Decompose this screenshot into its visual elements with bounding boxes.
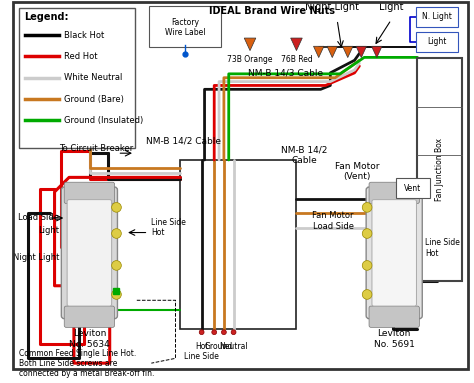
Polygon shape [356, 46, 366, 57]
Text: Ground: Ground [205, 342, 233, 351]
Polygon shape [372, 46, 382, 57]
Text: Line Side
Hot: Line Side Hot [151, 218, 186, 237]
Text: Leviton
No. 5691: Leviton No. 5691 [374, 329, 415, 349]
Polygon shape [343, 46, 353, 57]
Text: Black Hot: Black Hot [64, 31, 104, 39]
Circle shape [199, 330, 204, 335]
Text: Legend:: Legend: [25, 11, 69, 22]
Text: Red Hot: Red Hot [64, 52, 98, 61]
Text: Light: Light [427, 38, 447, 46]
FancyBboxPatch shape [64, 306, 115, 327]
Text: Line Side
Hot: Line Side Hot [425, 238, 460, 258]
Text: Hot
Line Side: Hot Line Side [184, 342, 219, 361]
Polygon shape [244, 38, 256, 51]
FancyBboxPatch shape [372, 200, 417, 306]
FancyBboxPatch shape [369, 182, 419, 203]
Text: Factory
Wire Label: Factory Wire Label [165, 18, 205, 37]
Circle shape [221, 330, 226, 335]
Circle shape [112, 203, 121, 212]
Text: Leviton
No. 5634: Leviton No. 5634 [69, 329, 110, 349]
Text: White Neutral: White Neutral [64, 73, 123, 82]
Text: Vent: Vent [404, 183, 421, 193]
Text: IDEAL Brand Wire Nuts: IDEAL Brand Wire Nuts [210, 6, 335, 16]
Text: Common Feed Single Line Hot.
Both Line Side screws are
connected by a metal Brea: Common Feed Single Line Hot. Both Line S… [19, 349, 154, 378]
FancyBboxPatch shape [149, 6, 221, 47]
Text: 73B Orange: 73B Orange [227, 55, 273, 64]
Text: Ground (Insulated): Ground (Insulated) [64, 116, 144, 125]
Text: Load Side: Load Side [18, 213, 59, 221]
Text: NM-B 14/2 Cable: NM-B 14/2 Cable [146, 136, 221, 146]
Circle shape [362, 290, 372, 299]
FancyBboxPatch shape [61, 187, 118, 319]
Text: Fan Motor
Load Side: Fan Motor Load Side [312, 211, 354, 231]
Text: Neutral: Neutral [219, 342, 248, 351]
Circle shape [112, 229, 121, 238]
FancyBboxPatch shape [396, 178, 429, 198]
Text: Fan Junction Box: Fan Junction Box [435, 138, 444, 201]
Bar [418, 58, 462, 281]
FancyBboxPatch shape [416, 7, 457, 27]
Text: Night Light: Night Light [305, 2, 359, 12]
Circle shape [362, 203, 372, 212]
Text: Night Light: Night Light [13, 253, 59, 262]
Text: Light: Light [379, 2, 403, 12]
Polygon shape [313, 46, 324, 57]
Circle shape [231, 330, 236, 335]
Bar [19, 8, 135, 148]
Text: Light: Light [38, 226, 59, 235]
Text: Fan Motor
(Vent): Fan Motor (Vent) [335, 162, 380, 181]
Text: 76B Red: 76B Red [281, 55, 312, 64]
FancyBboxPatch shape [416, 32, 457, 52]
FancyBboxPatch shape [64, 182, 115, 203]
FancyBboxPatch shape [366, 187, 422, 319]
Circle shape [212, 330, 217, 335]
Text: To Circuit Breaker: To Circuit Breaker [59, 144, 134, 153]
Bar [180, 160, 296, 329]
Text: Ground (Bare): Ground (Bare) [64, 95, 124, 103]
Text: NM-B 14/3 Cable: NM-B 14/3 Cable [248, 69, 323, 78]
Circle shape [112, 290, 121, 299]
Polygon shape [327, 46, 337, 57]
Circle shape [362, 260, 372, 270]
Text: NM-B 14/2
Cable: NM-B 14/2 Cable [281, 146, 328, 165]
FancyBboxPatch shape [67, 200, 112, 306]
Circle shape [362, 229, 372, 238]
Polygon shape [291, 38, 302, 51]
Circle shape [112, 260, 121, 270]
FancyBboxPatch shape [369, 306, 419, 327]
Text: N. Light: N. Light [422, 12, 452, 21]
